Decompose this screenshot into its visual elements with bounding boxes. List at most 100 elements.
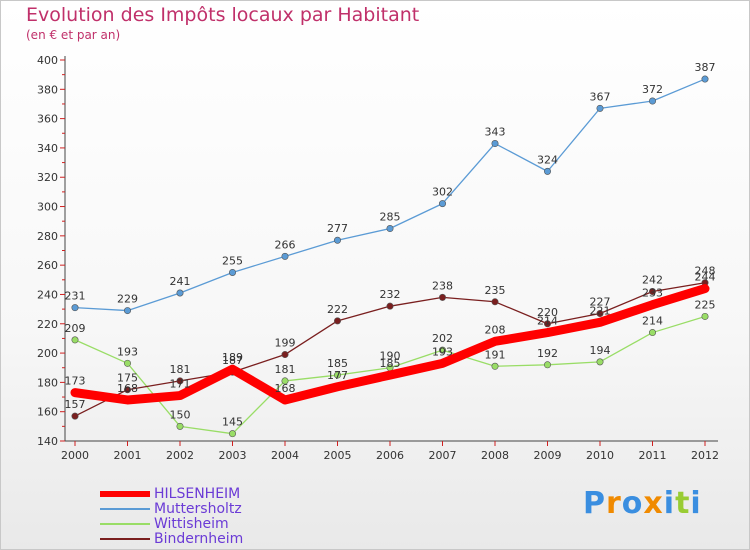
data-point xyxy=(229,268,237,276)
x-tick-label: 2010 xyxy=(586,449,614,462)
data-label: 227 xyxy=(590,296,611,309)
legend-swatch xyxy=(100,523,150,525)
legend-swatch xyxy=(100,508,150,510)
data-label: 242 xyxy=(642,274,663,287)
data-point xyxy=(333,317,341,325)
logo-letter: i xyxy=(690,486,702,521)
data-label: 225 xyxy=(695,298,716,311)
logo-letter: x xyxy=(643,486,664,521)
data-point xyxy=(176,422,184,430)
data-point xyxy=(176,377,184,385)
data-label: 277 xyxy=(327,222,348,235)
data-point xyxy=(491,298,499,306)
data-point xyxy=(492,338,498,345)
x-tick-label: 2003 xyxy=(219,449,247,462)
x-tick-label: 2007 xyxy=(429,449,457,462)
data-label: 387 xyxy=(695,61,716,74)
proxiti-logo: Proxiti xyxy=(583,486,702,521)
data-point xyxy=(229,366,236,373)
data-label: 202 xyxy=(432,332,453,345)
data-label: 208 xyxy=(485,323,506,336)
data-label: 214 xyxy=(537,315,558,328)
data-label: 232 xyxy=(380,288,401,301)
data-point xyxy=(596,310,604,318)
data-label: 181 xyxy=(170,363,191,376)
logo-letter: P xyxy=(583,486,606,521)
data-label: 235 xyxy=(485,284,506,297)
data-point xyxy=(124,307,132,315)
data-point xyxy=(177,392,183,399)
data-label: 175 xyxy=(117,372,138,385)
data-point xyxy=(71,412,79,420)
legend-swatch xyxy=(100,491,150,497)
data-label: 285 xyxy=(380,211,401,224)
data-label: 266 xyxy=(275,238,296,251)
data-label: 192 xyxy=(537,347,558,360)
data-label: 244 xyxy=(695,271,716,284)
legend-item: Bindernheim xyxy=(100,531,360,547)
data-label: 157 xyxy=(65,398,86,411)
data-label: 302 xyxy=(432,186,453,199)
data-point xyxy=(387,372,393,379)
data-point xyxy=(124,396,131,403)
data-point xyxy=(491,140,499,148)
data-label: 238 xyxy=(432,279,453,292)
data-point xyxy=(438,346,446,354)
data-label: 185 xyxy=(327,357,348,370)
data-label: 171 xyxy=(170,378,191,391)
data-point xyxy=(71,304,79,312)
data-point xyxy=(438,293,446,301)
data-label: 248 xyxy=(695,265,716,278)
data-point xyxy=(543,167,551,175)
data-point xyxy=(124,359,132,367)
data-point xyxy=(72,389,78,396)
data-label: 229 xyxy=(117,293,138,306)
logo-letter: r xyxy=(606,486,622,521)
data-point xyxy=(282,396,288,403)
data-point xyxy=(439,360,446,367)
data-point xyxy=(386,225,394,233)
legend-item: Wittisheim xyxy=(100,516,360,532)
y-tick-label: 160 xyxy=(37,406,58,419)
x-tick-label: 2011 xyxy=(639,449,667,462)
x-tick-label: 2002 xyxy=(166,449,194,462)
y-tick-label: 240 xyxy=(37,288,58,301)
data-label: 177 xyxy=(327,369,348,382)
y-tick-label: 200 xyxy=(37,347,58,360)
data-point xyxy=(281,252,289,260)
x-tick-label: 2006 xyxy=(376,449,404,462)
data-label: 181 xyxy=(275,363,296,376)
data-label: 241 xyxy=(170,275,191,288)
data-point xyxy=(491,362,499,370)
data-label: 189 xyxy=(222,351,243,364)
data-point xyxy=(544,329,551,336)
data-point xyxy=(648,97,656,105)
data-label: 221 xyxy=(590,304,611,317)
logo-letter: o xyxy=(621,486,644,521)
y-tick-label: 280 xyxy=(37,230,58,243)
data-point xyxy=(701,75,709,83)
data-point xyxy=(648,288,656,296)
data-point xyxy=(124,386,132,394)
data-label: 150 xyxy=(170,408,191,421)
data-label: 324 xyxy=(537,153,558,166)
y-tick-label: 140 xyxy=(37,435,58,448)
legend-label: Wittisheim xyxy=(154,516,229,532)
chart-subtitle: (en € et par an) xyxy=(26,28,121,42)
y-tick-label: 300 xyxy=(37,201,58,214)
data-point xyxy=(176,289,184,297)
data-label: 185 xyxy=(380,357,401,370)
y-tick-label: 400 xyxy=(37,54,58,67)
data-point xyxy=(596,358,604,366)
data-point xyxy=(333,236,341,244)
data-label: 193 xyxy=(117,345,138,358)
legend-label: HILSENHEIM xyxy=(154,486,241,502)
x-tick-label: 2004 xyxy=(271,449,299,462)
data-point xyxy=(543,320,551,328)
data-label: 145 xyxy=(222,416,243,429)
data-label: 367 xyxy=(590,90,611,103)
x-tick-label: 2009 xyxy=(534,449,562,462)
data-point xyxy=(701,312,709,320)
